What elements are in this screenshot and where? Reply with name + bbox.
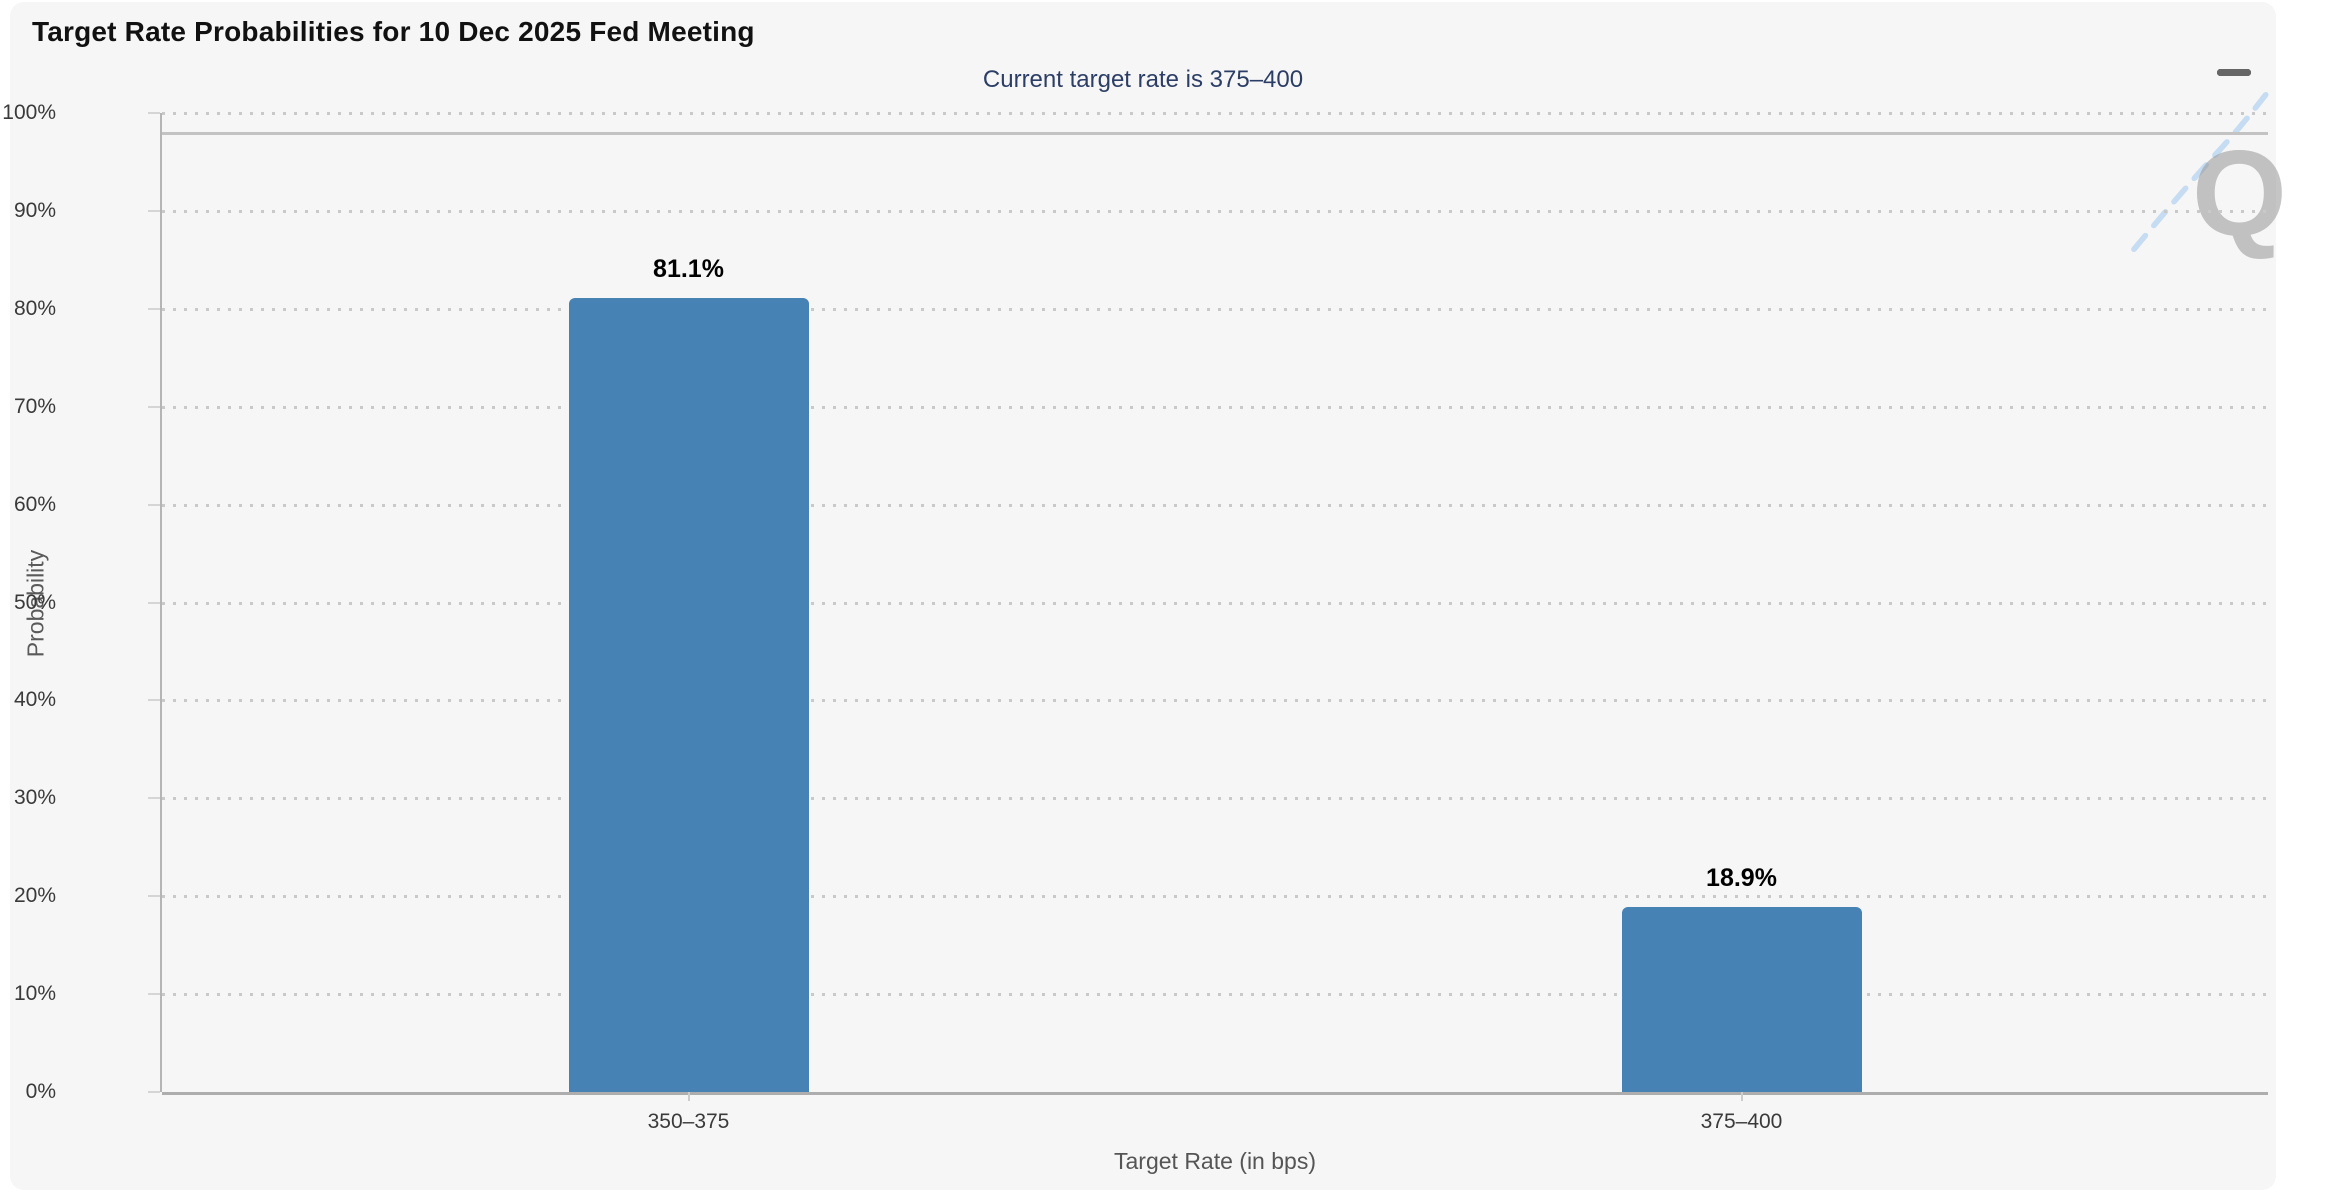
y-axis-tick: [148, 601, 160, 604]
y-axis-label: 0%: [25, 1080, 56, 1103]
y-axis-label: 70%: [13, 394, 56, 418]
y-grid-line: [162, 601, 2268, 605]
chart-subtitle: Current target rate is 375–400: [982, 66, 1304, 93]
x-axis-title: Target Rate (in bps): [1114, 1148, 1316, 1174]
bar-350-375[interactable]: [568, 298, 809, 1092]
x-axis-tick: [1740, 1092, 1743, 1101]
x-axis-label: 350–375: [647, 1110, 730, 1133]
y-grid-line: [162, 112, 2268, 115]
y-axis-tick: [148, 112, 160, 114]
x-axis-label: 375–400: [1700, 1110, 1783, 1133]
y-axis-tick: [148, 797, 160, 800]
y-axis-tick: [148, 307, 160, 310]
y-grid-line: [162, 503, 2268, 507]
plot-area: 0% 10% 20% 30% 40% 50% 60% 70% 80% 90% 100% 81.1% 35…: [2, 101, 2268, 1133]
y-axis-tick: [148, 699, 160, 702]
y-axis-label: 30%: [13, 786, 56, 810]
x-axis-tick: [687, 1092, 690, 1101]
y-axis-line: [160, 113, 162, 1092]
y-grid-line: [162, 797, 2268, 801]
y-axis-tick: [148, 209, 160, 212]
bar-value-label: 81.1%: [653, 255, 724, 284]
y-axis-tick: [148, 405, 160, 408]
y-axis-tick: [148, 993, 160, 996]
y-axis-tick: [148, 895, 160, 898]
y-axis-label: 90%: [13, 198, 56, 222]
y-axis-label: 40%: [13, 688, 56, 712]
y-grid-line: [162, 307, 2268, 311]
y-axis-label: 10%: [13, 982, 56, 1006]
y-axis-tick: [148, 1091, 160, 1093]
bar-375-400[interactable]: [1621, 906, 1862, 1092]
y-grid-line: [162, 993, 2268, 997]
x-axis-line: [162, 1092, 2268, 1095]
y-axis-tick: [148, 503, 160, 506]
bar-value-label: 18.9%: [1706, 863, 1777, 892]
y-axis-label: 60%: [13, 492, 56, 516]
y-axis-label: 80%: [13, 296, 56, 320]
y-axis-label: 50%: [13, 590, 56, 614]
hamburger-icon: [2217, 69, 2251, 76]
chart-title: Target Rate Probabilities for 10 Dec 202…: [32, 16, 755, 47]
chart-card: Target Rate Probabilities for 10 Dec 202…: [2, 2, 2287, 1190]
y-grid-line: [162, 209, 2268, 213]
y-grid-line: [162, 405, 2268, 409]
y-axis-label: 20%: [13, 884, 56, 908]
plot-line: [162, 131, 2268, 135]
y-grid-line: [162, 699, 2268, 703]
y-axis-label: 100%: [2, 101, 56, 124]
y-grid-line: [162, 895, 2268, 899]
export-menu-button[interactable]: [2213, 22, 2277, 76]
